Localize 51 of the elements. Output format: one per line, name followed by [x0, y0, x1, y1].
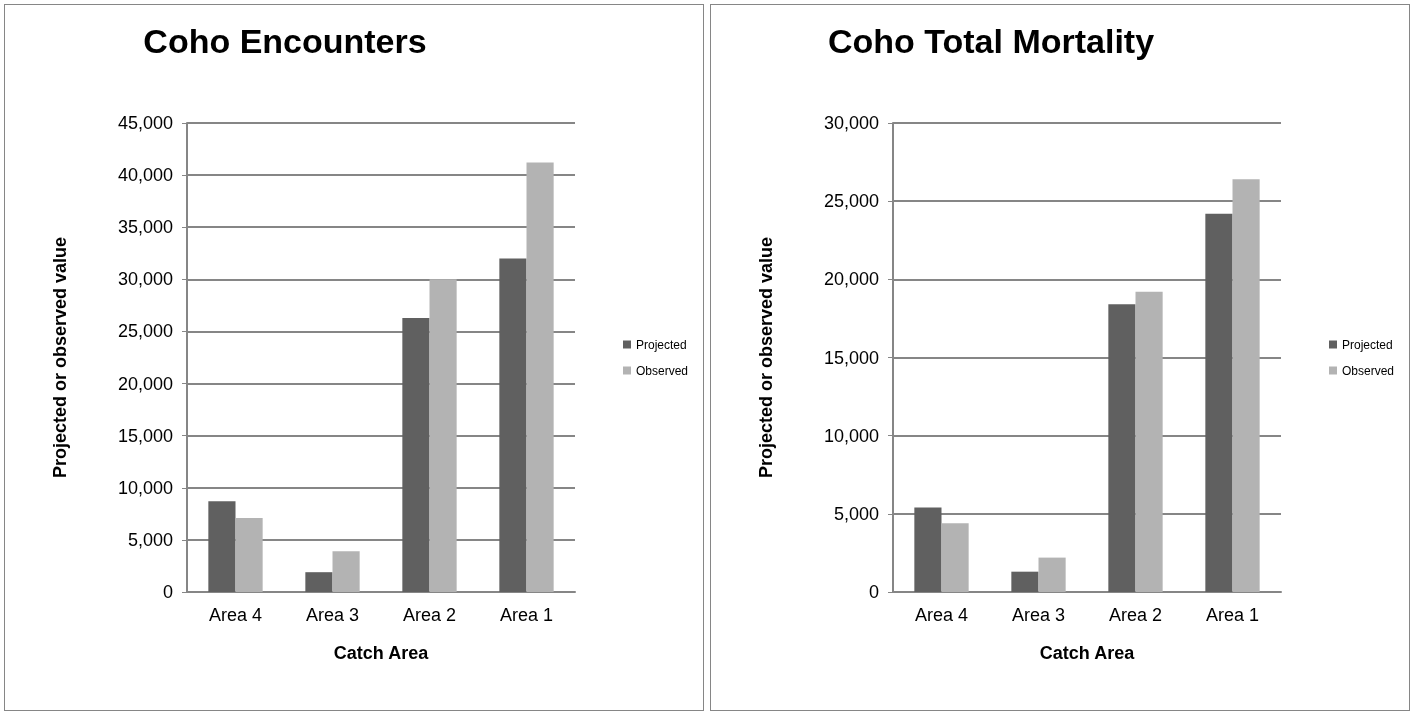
bar: [1205, 213, 1233, 592]
y-tick-label: 10,000: [117, 477, 173, 498]
bar: [332, 551, 360, 592]
y-axis-title: Projected or observed value: [50, 236, 70, 479]
y-tick-label: 20,000: [823, 269, 879, 290]
bar: [1232, 179, 1260, 592]
y-tick-label: 35,000: [117, 217, 173, 238]
bar: [1038, 557, 1066, 592]
y-tick-label: 15,000: [823, 347, 879, 368]
bar: [402, 317, 430, 592]
y-tick-label: 5,000: [127, 529, 173, 550]
y-tick-label: 25,000: [823, 191, 879, 212]
y-tick-label: 10,000: [823, 425, 879, 446]
y-tick-label: 25,000: [117, 321, 173, 342]
legend-label: Observed: [635, 363, 689, 378]
x-tick-label: Area 1: [1205, 605, 1260, 625]
x-axis-title: Catch Area: [1039, 643, 1136, 663]
y-tick-label: 45,000: [117, 113, 173, 133]
chart-title: Coho Encounters: [143, 22, 427, 60]
x-tick-label: Area 4: [208, 605, 263, 625]
y-tick-label: 0: [162, 582, 173, 602]
x-tick-label: Area 4: [914, 605, 969, 625]
x-axis-title: Catch Area: [333, 643, 430, 663]
x-tick-label: Area 3: [305, 605, 360, 625]
bar: [1135, 291, 1163, 592]
legend-label: Observed: [1341, 363, 1395, 378]
x-tick-label: Area 1: [499, 605, 554, 625]
bar: [208, 501, 236, 592]
legend-label: Projected: [1341, 337, 1393, 352]
bar: [499, 258, 527, 592]
x-tick-label: Area 2: [402, 605, 457, 625]
y-tick-label: 20,000: [117, 373, 173, 394]
y-tick-label: 5,000: [833, 503, 879, 524]
chart-title: Coho Total Mortality: [827, 22, 1155, 60]
bar: [235, 518, 263, 592]
bar: [914, 507, 942, 592]
bar: [429, 279, 457, 592]
bar: [526, 162, 554, 592]
bar: [305, 572, 333, 592]
x-tick-label: Area 2: [1108, 605, 1163, 625]
legend-label: Projected: [635, 337, 687, 352]
bar: [941, 523, 969, 592]
y-tick-label: 0: [868, 582, 879, 602]
bar: [1108, 304, 1136, 592]
x-tick-label: Area 3: [1011, 605, 1066, 625]
bar: [1011, 571, 1039, 592]
y-tick-label: 40,000: [117, 165, 173, 186]
y-axis-title: Projected or observed value: [756, 236, 776, 479]
y-tick-label: 30,000: [823, 113, 879, 133]
y-tick-label: 30,000: [117, 269, 173, 290]
y-tick-label: 15,000: [117, 425, 173, 446]
